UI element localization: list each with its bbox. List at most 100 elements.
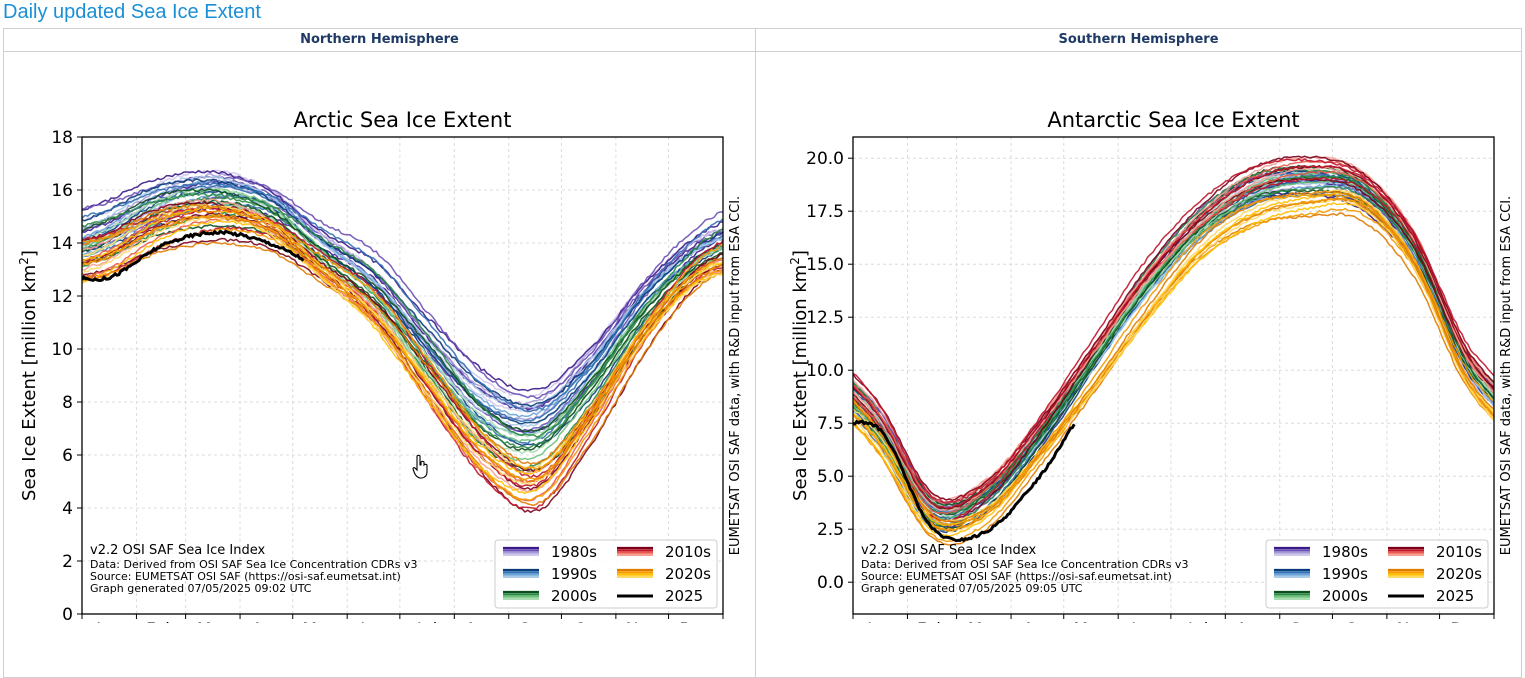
chart-title: Arctic Sea Ice Extent [294, 108, 512, 132]
y-axis-label: Sea Ice Extent [million km2] [788, 250, 811, 501]
info-text: Source: EUMETSAT OSI SAF (https://osi-sa… [861, 570, 1172, 583]
southern-hemisphere-header: Southern Hemisphere [756, 29, 1521, 52]
x-tick-label: May [1073, 620, 1108, 623]
y-axis-label-close: ] [790, 250, 811, 257]
y-tick-label: 20.0 [806, 149, 844, 169]
line-2025 [853, 419, 1076, 543]
line-2020s [853, 202, 1494, 537]
source-side-text: EUMETSAT OSI SAF data, with R&D input fr… [1499, 196, 1514, 555]
legend-label: 2010s [1436, 543, 1482, 561]
y-tick-label: 18 [51, 128, 73, 148]
x-tick-label: Mar [197, 620, 229, 623]
y-tick-label: 0.0 [817, 573, 844, 593]
x-tick-label: Oct [1345, 620, 1375, 623]
x-tick-label: Nov [1397, 620, 1430, 623]
x-tick-label: Apr [1023, 620, 1052, 623]
y-tick-label: 15.0 [806, 255, 844, 275]
line-2020s [82, 209, 723, 471]
northern-column: Northern Hemisphere Arctic Sea Ice Exten… [4, 29, 756, 677]
x-tick-label: Nov [626, 620, 659, 623]
series-group [853, 155, 1494, 546]
antarctic-chart: Antarctic Sea Ice Extent 0.0 2.5 5.0 7.5 10.0… [788, 108, 1514, 623]
x-tick-label: Feb [146, 620, 176, 623]
legend-label: 2020s [1436, 565, 1482, 583]
legend-label: 2025 [665, 587, 703, 605]
source-side-text: EUMETSAT OSI SAF data, with R&D input fr… [728, 196, 743, 555]
legend-label: 1990s [1322, 565, 1368, 583]
x-tick-label: Jul [416, 620, 438, 623]
y-tick-label: 8 [62, 393, 73, 413]
y-tick-label: 12 [51, 287, 73, 307]
legend-box [1265, 539, 1489, 609]
line-2010s [853, 158, 1494, 503]
hand-cursor-icon [412, 454, 428, 479]
x-tick-label: Jan [866, 620, 893, 623]
legend-label: 1990s [551, 565, 597, 583]
x-tick-label: Jan [95, 620, 122, 623]
southern-column: Southern Hemisphere Antarctic Sea Ice Ex… [756, 29, 1521, 677]
x-tick-label: Feb [917, 620, 947, 623]
x-tick-label: May [302, 620, 337, 623]
info-text: Graph generated 07/05/2025 09:05 UTC [861, 582, 1083, 595]
y-tick-label: 5.0 [817, 467, 844, 487]
line-2020s [82, 203, 723, 465]
y-axis-label-sup: 2 [788, 257, 802, 265]
y-tick-label: 4 [62, 499, 73, 519]
y-tick-label: 16 [51, 181, 73, 201]
line-2010s [853, 164, 1494, 510]
northern-hemisphere-header: Northern Hemisphere [4, 29, 755, 52]
plot-frame [852, 136, 1495, 615]
info-text: v2.2 OSI SAF Sea Ice Index [861, 543, 1037, 558]
x-tick-label: Aug [1236, 620, 1269, 623]
line-1990s [82, 182, 723, 413]
x-tick-label: Jun [359, 620, 387, 623]
line-2020s [82, 215, 723, 483]
y-axis-label-close: ] [19, 250, 40, 257]
line-2000s [82, 188, 723, 433]
x-tick-label: Oct [574, 620, 604, 623]
y-axis-label: Sea Ice Extent [million km2] [17, 250, 40, 501]
legend-label: 2025 [1436, 587, 1474, 605]
x-tick-label: Mar [968, 620, 1000, 623]
line-2010s [853, 178, 1494, 523]
legend-label: 1980s [1322, 543, 1368, 561]
x-tick-label: Apr [252, 620, 281, 623]
legend-box [494, 539, 718, 609]
x-tick-label: Dec [679, 620, 712, 623]
series-group [82, 169, 723, 514]
line-1980s [82, 175, 723, 400]
x-tick-label: Jul [1187, 620, 1209, 623]
arctic-chart: Arctic Sea Ice Extent 0 2 4 6 8 10 12 14 16 18 Jan F… [17, 108, 743, 623]
line-2010s [853, 164, 1494, 510]
info-text: Data: Derived from OSI SAF Sea Ice Conce… [90, 558, 417, 571]
y-tick-label: 6 [62, 446, 73, 466]
x-tick-label: Sep [519, 620, 551, 623]
x-tick-label: Aug [465, 620, 498, 623]
line-2020s [82, 241, 723, 507]
chart-title: Antarctic Sea Ice Extent [1047, 108, 1299, 132]
legend-label: 2000s [1322, 587, 1368, 605]
legend-label: 2010s [665, 543, 711, 561]
y-tick-label: 2.5 [817, 520, 844, 540]
y-tick-label: 2 [62, 552, 73, 572]
y-tick-label: 12.5 [806, 308, 844, 328]
charts-table: Northern Hemisphere Arctic Sea Ice Exten… [3, 28, 1522, 678]
info-text: Data: Derived from OSI SAF Sea Ice Conce… [861, 558, 1188, 571]
y-axis-label-sup: 2 [17, 257, 31, 265]
legend-label: 2020s [665, 565, 711, 583]
line-2010s [82, 237, 723, 514]
line-2000s [82, 192, 723, 438]
legend-label: 2000s [551, 587, 597, 605]
x-tick-label: Dec [1450, 620, 1483, 623]
y-tick-label: 0 [62, 605, 73, 623]
line-2020s [853, 192, 1494, 527]
y-tick-label: 17.5 [806, 202, 844, 222]
line-2020s [82, 220, 723, 495]
info-text: Source: EUMETSAT OSI SAF (https://osi-sa… [90, 570, 401, 583]
page-title: Daily updated Sea Ice Extent [3, 1, 261, 23]
plot-frame [81, 136, 724, 615]
y-tick-label: 14 [51, 234, 73, 254]
info-text: Graph generated 07/05/2025 09:02 UTC [90, 582, 312, 595]
line-2020s [853, 212, 1494, 546]
x-tick-label: Jun [1130, 620, 1158, 623]
